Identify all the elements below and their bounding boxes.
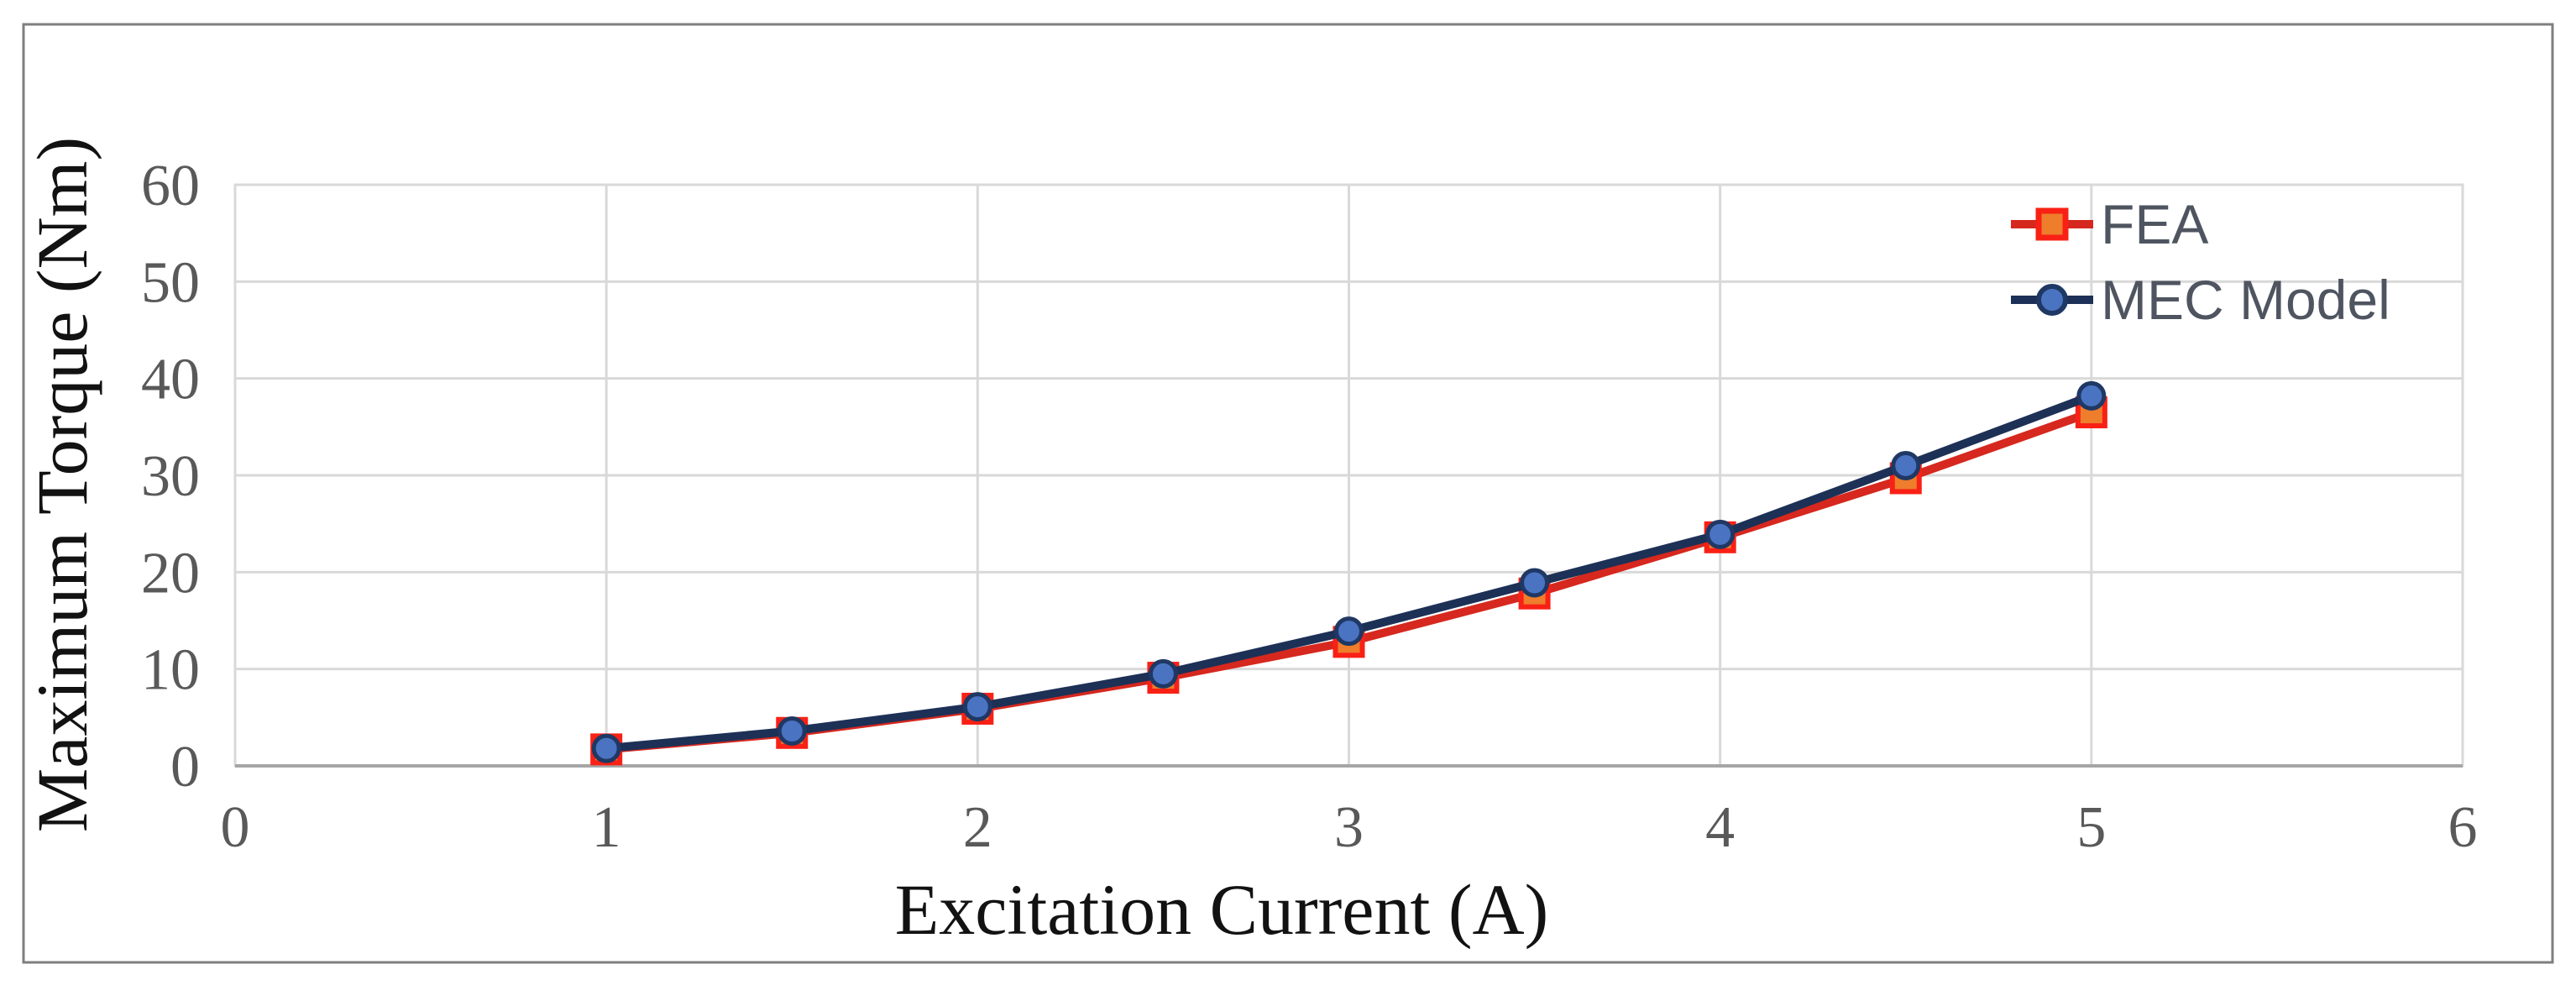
- y-tick-label: 60: [141, 154, 200, 218]
- legend-item-fea: FEA: [2011, 193, 2208, 255]
- x-tick-label: 6: [2448, 795, 2478, 860]
- legend-item-mec-model: MEC Model: [2011, 269, 2390, 331]
- y-axis-tick-labels: 0 10 20 30 40 50 60: [141, 154, 200, 799]
- x-tick-label: 5: [2076, 795, 2106, 860]
- y-tick-label: 10: [141, 638, 200, 703]
- y-tick-label: 20: [141, 541, 200, 605]
- y-tick-label: 0: [170, 735, 200, 799]
- mec-model-circle-marker-icon: [2036, 284, 2068, 316]
- y-tick-label: 30: [141, 444, 200, 509]
- legend: FEA MEC Model: [2011, 193, 2390, 331]
- x-axis-tick-labels: 0 1 2 3 4 5 6: [221, 795, 2478, 860]
- y-tick-label: 40: [141, 348, 200, 412]
- mec-model-data-point-marker: [591, 733, 621, 763]
- fea-square-marker-icon: [2035, 207, 2069, 241]
- legend-label-fea: FEA: [2101, 193, 2208, 255]
- x-tick-label: 0: [221, 795, 250, 860]
- mec-model-data-point-marker: [1148, 658, 1178, 689]
- y-axis-title: Maximum Torque (Nm): [22, 137, 102, 832]
- x-tick-label: 3: [1334, 795, 1364, 860]
- x-axis-title: Excitation Current (A): [895, 869, 1549, 950]
- mec-model-data-point-marker: [2076, 380, 2107, 411]
- x-tick-label: 2: [963, 795, 992, 860]
- mec-model-data-point-marker: [1705, 519, 1736, 549]
- mec-model-data-point-marker: [1891, 450, 1921, 480]
- y-tick-label: 50: [141, 250, 200, 315]
- mec-model-data-point-marker: [1334, 616, 1364, 647]
- mec-model-data-point-marker: [962, 692, 992, 722]
- figure-border: [22, 23, 2554, 964]
- series-layer: [590, 380, 2107, 766]
- x-tick-label: 4: [1705, 795, 1735, 860]
- mec-model-data-point-marker: [1520, 568, 1550, 598]
- mec-model-data-point-marker: [777, 715, 807, 746]
- x-tick-label: 1: [592, 795, 621, 860]
- legend-label-mec-model: MEC Model: [2101, 269, 2390, 331]
